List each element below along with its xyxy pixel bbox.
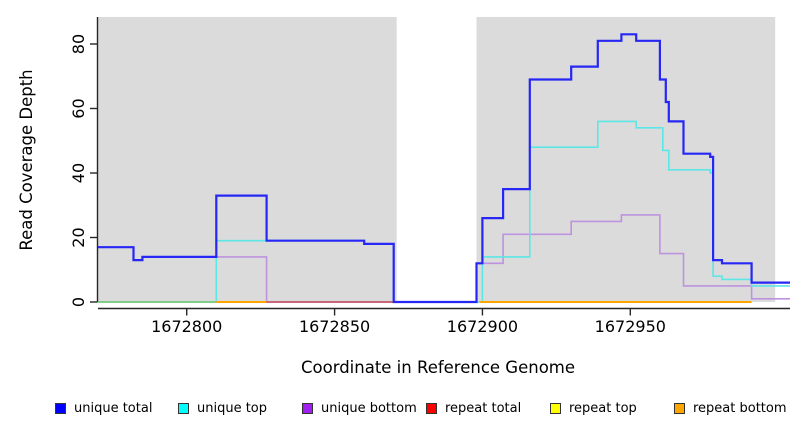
legend-swatch-repeat-total (426, 402, 437, 414)
legend-item-repeat-bottom: repeat bottom (674, 399, 787, 417)
legend-label-repeat-bottom: repeat bottom (693, 400, 787, 416)
x-tick-label: 1672950 (595, 317, 666, 336)
series-unique-total-line (98, 33, 790, 304)
legend-label-unique-total: unique total (74, 400, 153, 416)
legend-item-unique-bottom: unique bottom (302, 399, 417, 417)
legend-swatch-repeat-bottom (674, 402, 685, 414)
legend-label-repeat-total: repeat total (445, 400, 522, 416)
legend-label-repeat-top: repeat top (569, 400, 637, 416)
y-tick-label: 20 (69, 227, 88, 247)
legend-item-unique-top: unique top (178, 399, 267, 417)
legend-swatch-unique-total (55, 402, 66, 414)
legend-item-repeat-top: repeat top (550, 399, 637, 417)
y-tick-label: 0 (69, 297, 88, 307)
legend-item-repeat-total: repeat total (426, 399, 521, 417)
legend-swatch-unique-bottom (302, 402, 313, 414)
legend-swatch-repeat-top (550, 402, 561, 414)
plot-canvas: 0 20 40 60 80 1672800 1672850 1672900 1672950 (69, 17, 790, 336)
y-tick-label: 40 (69, 163, 88, 183)
y-tick-label: 60 (69, 98, 88, 118)
y-axis-label: Read Coverage Depth (17, 69, 36, 251)
y-tick-label: 80 (69, 34, 88, 54)
shaded-region-0 (98, 17, 397, 302)
x-axis-label: Coordinate in Reference Genome (300, 358, 576, 377)
shaded-region-1 (476, 17, 776, 302)
x-tick-label: 1672800 (151, 317, 222, 336)
legend-label-unique-bottom: unique bottom (321, 400, 417, 416)
legend-swatch-unique-top (178, 402, 189, 414)
legend: unique total unique top unique bottom repea… (0, 399, 792, 423)
legend-item-unique-total: unique total (55, 399, 152, 417)
legend-label-unique-top: unique top (197, 400, 268, 416)
x-tick-label: 1672850 (299, 317, 370, 336)
x-tick-label: 1672900 (447, 317, 518, 336)
